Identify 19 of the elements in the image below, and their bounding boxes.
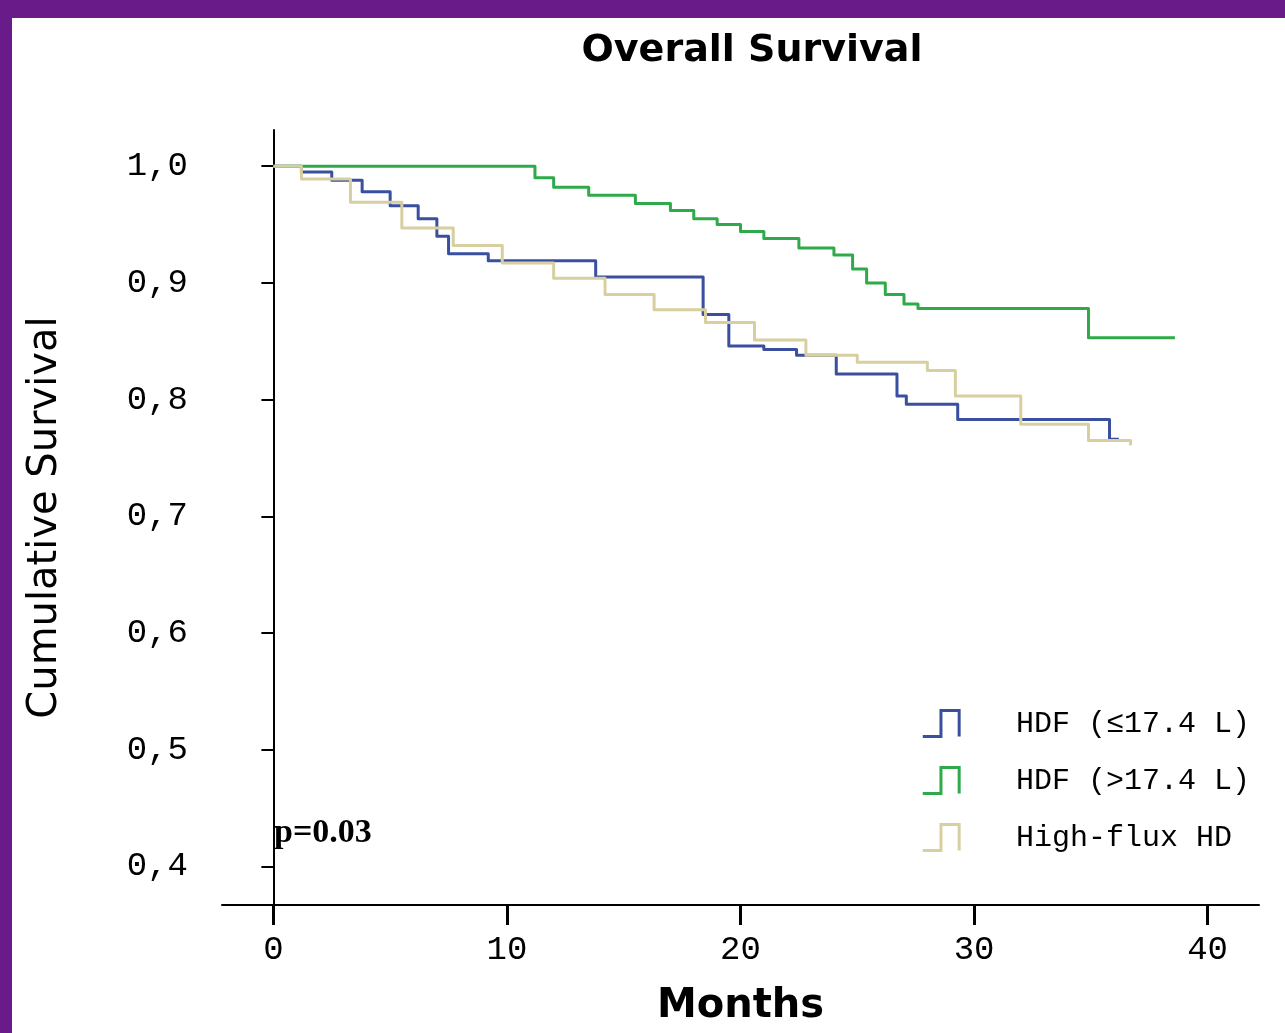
y-tick-label: 0,9 <box>126 263 188 302</box>
y-tick-label: 0,7 <box>126 497 188 536</box>
legend-label: HDF (≤17.4 L) <box>1015 706 1251 741</box>
legend-label: HDF (>17.4 L) <box>1015 763 1251 798</box>
y-tick-label: 0,4 <box>126 847 188 886</box>
legend-label: High-flux HD <box>1015 820 1233 855</box>
x-tick-label: 0 <box>263 931 284 969</box>
y-tick-label: 1,0 <box>126 147 188 186</box>
y-tick-label: 0,8 <box>126 380 188 419</box>
y-tick-label: 0,5 <box>126 730 188 769</box>
x-axis-title: Months <box>656 980 825 1026</box>
annotation: p=0.03 <box>274 811 372 849</box>
x-tick-label: 40 <box>1187 931 1229 969</box>
y-axis-title: Cumulative Survival <box>19 316 65 719</box>
x-tick-label: 30 <box>953 931 995 969</box>
y-tick-label: 0,6 <box>126 614 188 653</box>
chart-title: Overall Survival <box>581 26 923 70</box>
x-tick-label: 10 <box>486 931 528 969</box>
x-tick-label: 20 <box>720 931 761 969</box>
